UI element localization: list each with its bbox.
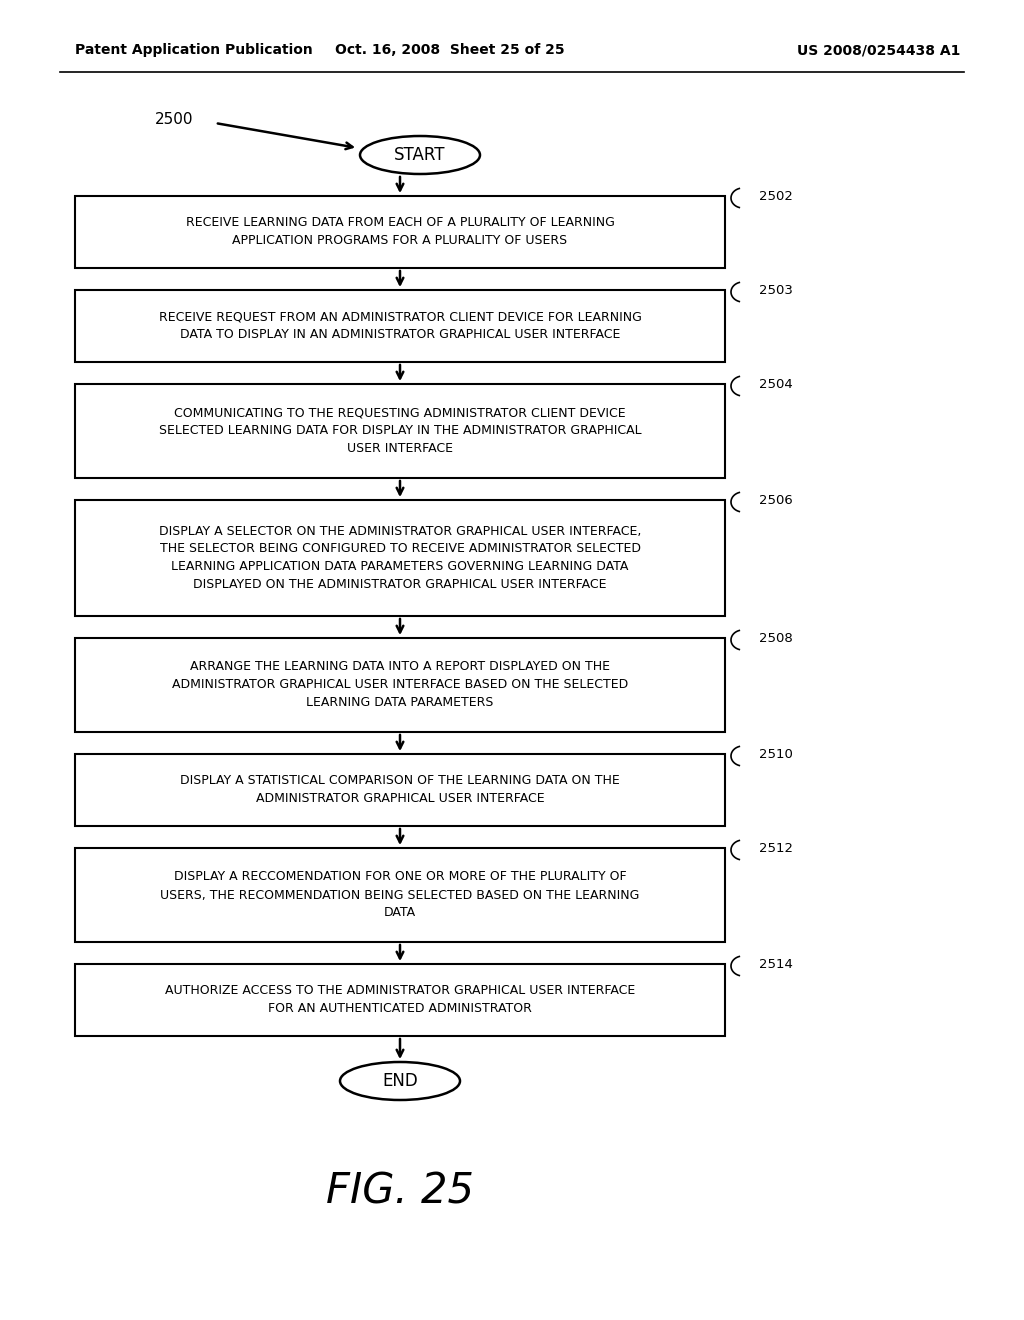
Text: DISPLAY A RECCOMENDATION FOR ONE OR MORE OF THE PLURALITY OF
USERS, THE RECOMMEN: DISPLAY A RECCOMENDATION FOR ONE OR MORE… — [161, 870, 640, 920]
Text: DISPLAY A SELECTOR ON THE ADMINISTRATOR GRAPHICAL USER INTERFACE,
THE SELECTOR B: DISPLAY A SELECTOR ON THE ADMINISTRATOR … — [159, 524, 641, 591]
Text: 2500: 2500 — [155, 112, 194, 128]
Text: 2503: 2503 — [759, 284, 793, 297]
FancyBboxPatch shape — [75, 964, 725, 1036]
Text: ARRANGE THE LEARNING DATA INTO A REPORT DISPLAYED ON THE
ADMINISTRATOR GRAPHICAL: ARRANGE THE LEARNING DATA INTO A REPORT … — [172, 660, 628, 710]
Text: US 2008/0254438 A1: US 2008/0254438 A1 — [797, 44, 961, 57]
Text: RECEIVE LEARNING DATA FROM EACH OF A PLURALITY OF LEARNING
APPLICATION PROGRAMS : RECEIVE LEARNING DATA FROM EACH OF A PLU… — [185, 216, 614, 248]
Text: END: END — [382, 1072, 418, 1090]
Text: COMMUNICATING TO THE REQUESTING ADMINISTRATOR CLIENT DEVICE
SELECTED LEARNING DA: COMMUNICATING TO THE REQUESTING ADMINIST… — [159, 407, 641, 455]
Text: START: START — [394, 147, 445, 164]
Text: 2508: 2508 — [759, 631, 793, 644]
FancyBboxPatch shape — [75, 290, 725, 362]
Text: DISPLAY A STATISTICAL COMPARISON OF THE LEARNING DATA ON THE
ADMINISTRATOR GRAPH: DISPLAY A STATISTICAL COMPARISON OF THE … — [180, 775, 620, 805]
Text: 2502: 2502 — [759, 190, 793, 202]
Text: 2504: 2504 — [759, 378, 793, 391]
Text: 2506: 2506 — [759, 494, 793, 507]
FancyBboxPatch shape — [75, 500, 725, 616]
Text: Patent Application Publication: Patent Application Publication — [75, 44, 312, 57]
FancyBboxPatch shape — [75, 847, 725, 942]
Text: AUTHORIZE ACCESS TO THE ADMINISTRATOR GRAPHICAL USER INTERFACE
FOR AN AUTHENTICA: AUTHORIZE ACCESS TO THE ADMINISTRATOR GR… — [165, 985, 635, 1015]
FancyBboxPatch shape — [75, 638, 725, 733]
FancyBboxPatch shape — [75, 754, 725, 826]
Text: RECEIVE REQUEST FROM AN ADMINISTRATOR CLIENT DEVICE FOR LEARNING
DATA TO DISPLAY: RECEIVE REQUEST FROM AN ADMINISTRATOR CL… — [159, 310, 641, 342]
Text: 2514: 2514 — [759, 957, 793, 970]
Text: FIG. 25: FIG. 25 — [326, 1170, 474, 1212]
FancyBboxPatch shape — [75, 195, 725, 268]
FancyBboxPatch shape — [75, 384, 725, 478]
Text: 2512: 2512 — [759, 842, 793, 854]
Text: Oct. 16, 2008  Sheet 25 of 25: Oct. 16, 2008 Sheet 25 of 25 — [335, 44, 565, 57]
Text: 2510: 2510 — [759, 747, 793, 760]
